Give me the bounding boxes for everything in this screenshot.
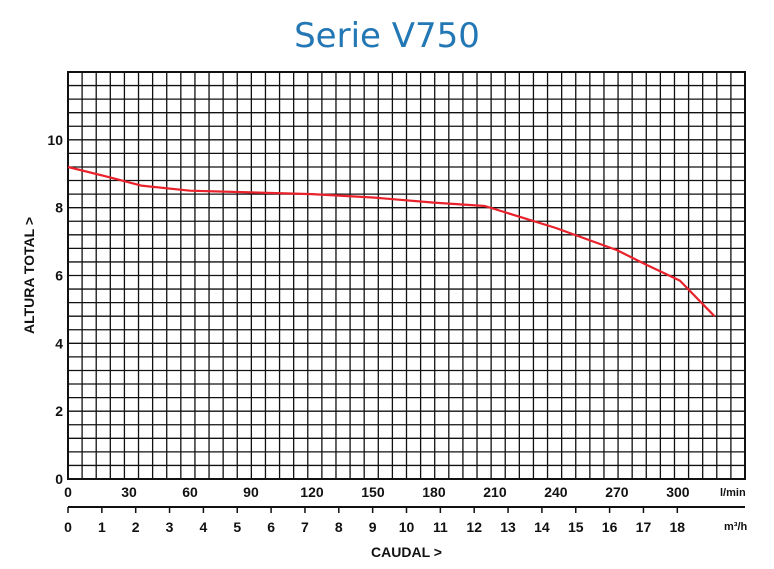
x-axis-label: CAUDAL > bbox=[371, 544, 442, 560]
x-tick-label-lmin: 90 bbox=[243, 484, 259, 500]
x-tick-label-m3h: 6 bbox=[267, 519, 275, 535]
x-tick-label-m3h: 17 bbox=[636, 519, 652, 535]
x-tick-label-lmin: 180 bbox=[422, 484, 446, 500]
x-tick-label-lmin: 270 bbox=[605, 484, 629, 500]
x-axis-lmin: 0 30 60 90 120 150 180 210 240 270 300 bbox=[64, 484, 690, 500]
x-tick-label-m3h: 10 bbox=[399, 519, 415, 535]
plot-frame bbox=[67, 71, 746, 480]
x-tick-label-m3h: 12 bbox=[466, 519, 482, 535]
chart-title: Serie V750 bbox=[294, 16, 480, 56]
y-tick-label: 4 bbox=[55, 335, 63, 351]
y-axis-ticks: 0 2 4 6 8 10 bbox=[47, 132, 63, 487]
y-tick-label: 10 bbox=[47, 132, 63, 148]
x-tick-label-m3h: 15 bbox=[568, 519, 584, 535]
x-axis-m3h: 0 1 2 3 4 5 6 7 8 9 10 11 12 13 14 15 16 17 18 bbox=[64, 506, 745, 535]
x-tick-label-lmin: 30 bbox=[121, 484, 137, 500]
x-tick-label-lmin: 120 bbox=[300, 484, 324, 500]
y-tick-label: 0 bbox=[55, 471, 63, 487]
x-tick-label-lmin: 60 bbox=[182, 484, 198, 500]
x-tick-label-m3h: 0 bbox=[64, 519, 72, 535]
x-tick-label-m3h: 8 bbox=[335, 519, 343, 535]
x-tick-label-m3h: 7 bbox=[301, 519, 309, 535]
x-tick-label-lmin: 300 bbox=[666, 484, 690, 500]
y-axis-label: ALTURA TOTAL > bbox=[21, 217, 37, 334]
x-tick-label-m3h: 5 bbox=[233, 519, 241, 535]
y-tick-label: 2 bbox=[55, 403, 63, 419]
x-tick-label-m3h: 13 bbox=[500, 519, 516, 535]
x-tick-label-m3h: 16 bbox=[602, 519, 618, 535]
x-tick-label-lmin: 210 bbox=[483, 484, 507, 500]
x-tick-label-m3h: 9 bbox=[369, 519, 377, 535]
x-tick-label-m3h: 11 bbox=[433, 519, 448, 535]
y-tick-label: 6 bbox=[55, 268, 63, 284]
x-tick-label-m3h: 2 bbox=[132, 519, 140, 535]
x-tick-label-m3h: 3 bbox=[166, 519, 174, 535]
x-tick-label-m3h: 1 bbox=[98, 519, 106, 535]
x-axis-m3h-unit: m³/h bbox=[724, 521, 748, 533]
grid bbox=[68, 72, 745, 479]
x-tick-label-m3h: 18 bbox=[670, 519, 686, 535]
x-tick-label-lmin: 150 bbox=[361, 484, 385, 500]
x-tick-label-lmin: 0 bbox=[64, 484, 72, 500]
series-line bbox=[67, 165, 716, 317]
y-tick-label: 8 bbox=[55, 200, 63, 216]
x-tick-label-lmin: 240 bbox=[544, 484, 568, 500]
x-tick-label-m3h: 14 bbox=[534, 519, 550, 535]
x-axis-lmin-unit: l/min bbox=[720, 487, 746, 499]
x-tick-label-m3h: 4 bbox=[200, 519, 208, 535]
